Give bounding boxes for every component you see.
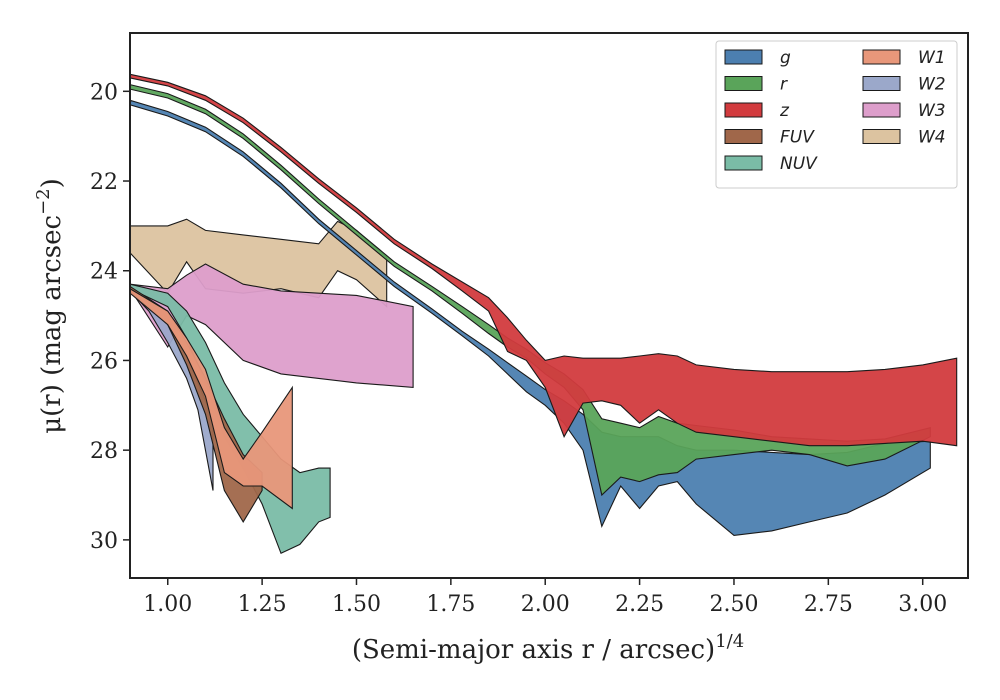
- x-tick-label: 1.75: [426, 592, 475, 617]
- y-tick-label: 30: [90, 529, 118, 554]
- legend-swatch-w4: [862, 129, 901, 144]
- y-tick-label: 20: [90, 80, 118, 105]
- band-w1: [130, 288, 293, 510]
- legend-swatch-w3: [862, 102, 901, 118]
- legend-label-z: z: [779, 101, 790, 121]
- legend-swatch-nuv: [724, 155, 763, 171]
- x-tick-label: 2.75: [804, 592, 853, 617]
- legend-swatch-w2: [862, 76, 901, 91]
- legend-swatch-r: [724, 76, 763, 91]
- x-axis-title: (Semi-major axis r / arcsec)1/4: [352, 631, 744, 665]
- y-axis-title-text: μ(r) (mag arcsec: [37, 215, 67, 434]
- y-axis-ticks: 20 22 24 26 28 30: [90, 80, 130, 554]
- legend-swatch-w1: [862, 49, 901, 65]
- legend-label-fuv: FUV: [780, 128, 815, 148]
- legend-label-w1: W1: [918, 48, 946, 68]
- legend-swatch-g: [724, 49, 763, 65]
- x-tick-label: 2.25: [615, 592, 664, 617]
- x-tick-label: 2.00: [521, 592, 570, 617]
- y-tick-label: 28: [90, 439, 118, 464]
- x-tick-label: 1.00: [143, 592, 192, 617]
- y-axis-title-tail: ): [37, 178, 67, 188]
- legend-label-w3: W3: [918, 101, 946, 121]
- x-tick-label: 1.25: [238, 592, 287, 617]
- y-axis-title: μ(r) (mag arcsec−2): [33, 178, 67, 434]
- profile-bands: [130, 73, 958, 555]
- y-axis-title-exponent: −2: [33, 188, 54, 215]
- legend-label-w2: W2: [918, 75, 946, 95]
- x-axis-title-exponent: 1/4: [715, 631, 744, 652]
- legend-swatch-fuv: [724, 129, 763, 144]
- x-tick-label: 1.50: [332, 592, 381, 617]
- band-g: [130, 99, 931, 536]
- x-axis-title-text: (Semi-major axis r / arcsec): [352, 635, 715, 665]
- legend: grz FUV NUV W1 W2 W3 W4: [715, 40, 958, 189]
- legend-label-r: r: [780, 75, 788, 95]
- legend-swatch-z: [724, 102, 763, 118]
- y-tick-label: 26: [90, 349, 118, 374]
- legend-label-g: g: [780, 48, 791, 68]
- legend-label-w4: W4: [918, 128, 946, 148]
- legend-label-nuv: NUV: [780, 154, 818, 174]
- x-tick-label: 2.50: [709, 592, 758, 617]
- plot-frame: [129, 32, 969, 579]
- y-tick-label: 24: [90, 260, 118, 285]
- x-tick-label: 3.00: [898, 592, 947, 617]
- axes: [129, 32, 969, 579]
- y-tick-label: 22: [90, 170, 118, 195]
- band-z: [130, 73, 958, 447]
- x-axis-ticks: 1.00 1.25 1.50 1.75 2.00 2.25 2.50 2.75 3.00: [143, 578, 947, 617]
